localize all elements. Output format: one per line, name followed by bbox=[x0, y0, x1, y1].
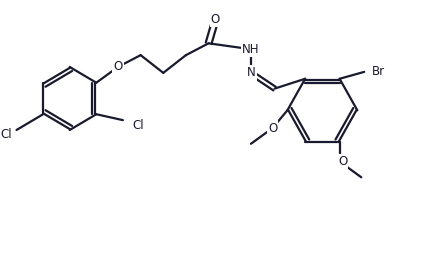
Text: Br: Br bbox=[372, 65, 385, 78]
Text: Cl: Cl bbox=[0, 128, 12, 141]
Text: NH: NH bbox=[242, 43, 260, 56]
Text: O: O bbox=[211, 13, 220, 26]
Text: O: O bbox=[338, 155, 347, 168]
Text: N: N bbox=[247, 66, 255, 79]
Text: O: O bbox=[268, 121, 277, 134]
Text: O: O bbox=[113, 60, 122, 74]
Text: Cl: Cl bbox=[133, 119, 144, 132]
